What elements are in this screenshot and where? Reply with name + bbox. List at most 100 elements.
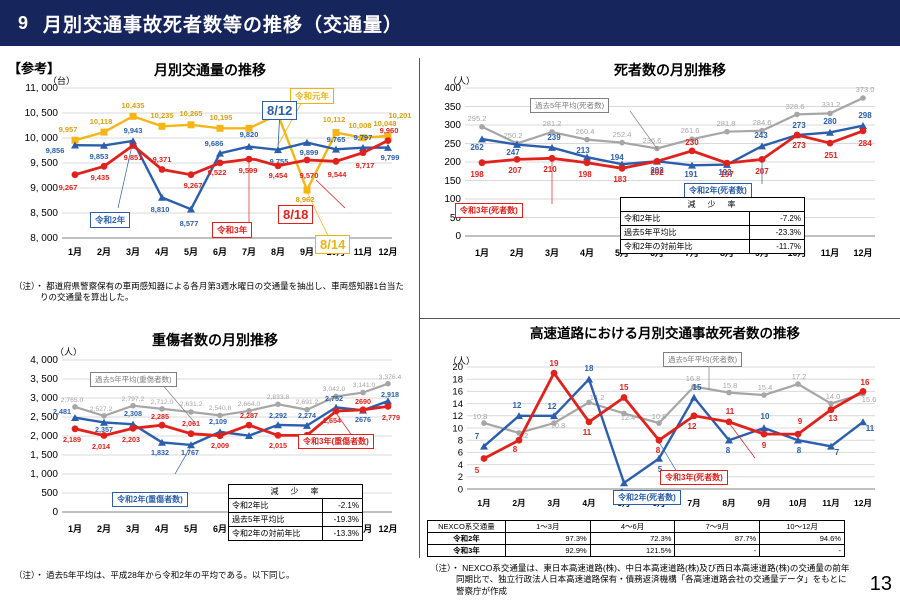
svg-text:5: 5 — [658, 465, 663, 474]
svg-text:9,943: 9,943 — [124, 126, 143, 135]
svg-text:2,308: 2,308 — [124, 409, 142, 418]
svg-text:9,853: 9,853 — [90, 152, 109, 161]
svg-text:10.8: 10.8 — [652, 412, 667, 421]
svg-text:12月: 12月 — [854, 498, 872, 508]
svg-text:3,141.0: 3,141.0 — [353, 382, 376, 389]
svg-text:10,008: 10,008 — [349, 121, 372, 130]
svg-text:9,454: 9,454 — [269, 171, 289, 180]
svg-text:20: 20 — [452, 362, 463, 373]
svg-text:213: 213 — [576, 146, 590, 155]
svg-text:11月: 11月 — [354, 524, 373, 534]
svg-text:1, 000: 1, 000 — [30, 469, 58, 480]
svg-text:9,686: 9,686 — [205, 139, 224, 148]
svg-text:280: 280 — [823, 117, 837, 126]
chart-deaths-title: 死者数の月別推移 — [614, 62, 726, 78]
svg-text:8: 8 — [513, 445, 518, 454]
svg-text:2,527.2: 2,527.2 — [90, 406, 113, 413]
svg-text:2,009: 2,009 — [211, 441, 229, 450]
svg-text:4: 4 — [458, 460, 463, 471]
nexco-cell: 87.7% — [674, 532, 761, 545]
svg-text:9,371: 9,371 — [153, 155, 172, 164]
svg-text:183: 183 — [613, 175, 627, 184]
svg-text:9: 9 — [762, 441, 767, 450]
svg-text:1,832: 1,832 — [151, 448, 169, 457]
chart-traffic-note: （注）・ 都道府県警察保有の車両感知器による各月第3週水曜日の交通量を抽出し、車… — [14, 281, 404, 303]
svg-text:8, 000: 8, 000 — [30, 233, 58, 244]
svg-text:10,435: 10,435 — [122, 101, 145, 110]
svg-text:202: 202 — [650, 166, 664, 175]
svg-text:3, 000: 3, 000 — [30, 393, 58, 404]
svg-text:7: 7 — [835, 448, 840, 457]
svg-text:15.6: 15.6 — [862, 395, 877, 404]
rate-row-value: -23.3% — [748, 225, 806, 240]
svg-text:2, 000: 2, 000 — [30, 431, 58, 442]
rate-row-label: 令和2年比 — [228, 498, 323, 513]
svg-text:10,112: 10,112 — [323, 115, 346, 124]
svg-text:12: 12 — [452, 411, 463, 422]
svg-text:197: 197 — [720, 170, 734, 179]
svg-text:273: 273 — [792, 141, 806, 150]
svg-text:7月: 7月 — [242, 247, 256, 257]
svg-text:2690: 2690 — [355, 397, 371, 406]
svg-text:9, 500: 9, 500 — [30, 158, 58, 169]
nexco-cell: 94.6% — [759, 532, 845, 545]
svg-text:8: 8 — [797, 446, 802, 455]
svg-text:2,540.8: 2,540.8 — [209, 405, 232, 412]
chart-highway-title: 高速道路における月別交通事故死者数の推移 — [530, 326, 800, 341]
svg-text:8月: 8月 — [722, 498, 735, 508]
svg-text:9,960: 9,960 — [380, 126, 399, 135]
svg-text:10,048: 10,048 — [374, 119, 397, 128]
chart-deaths-callout-reiwa2: 令和2年(死者数) — [684, 183, 752, 198]
svg-text:2,274: 2,274 — [298, 411, 316, 420]
svg-text:251: 251 — [824, 151, 838, 160]
chart-serious-svg: 4, 000 3, 500 3, 000 2, 500 2, 000 1, 500 1,… — [30, 355, 401, 534]
chart-traffic-unit: （台） — [48, 76, 76, 86]
svg-text:5月: 5月 — [184, 524, 198, 534]
svg-text:2,664.0: 2,664.0 — [238, 401, 261, 408]
svg-text:2月: 2月 — [512, 498, 525, 508]
svg-text:16: 16 — [861, 378, 870, 387]
chart-serious-plot: 4, 000 3, 500 3, 000 2, 500 2, 000 1, 500 1,… — [0, 352, 415, 557]
svg-text:2,014: 2,014 — [92, 442, 110, 451]
chart-highway-callout-avg: 過去5年平均(死者数) — [663, 352, 743, 367]
svg-text:9,820: 9,820 — [240, 130, 259, 139]
svg-text:2,287: 2,287 — [240, 411, 258, 420]
svg-text:5月: 5月 — [184, 247, 198, 257]
svg-text:9,851: 9,851 — [124, 153, 143, 162]
svg-text:0: 0 — [455, 231, 461, 242]
nexco-col-header: 10～12月 — [759, 520, 845, 533]
svg-text:9,570: 9,570 — [300, 171, 319, 180]
nexco-corner-header: NEXCO系交通量 — [427, 520, 506, 533]
svg-text:2,779: 2,779 — [382, 413, 400, 422]
svg-text:150: 150 — [444, 176, 461, 187]
chart-deaths-callout-avg: 過去5年平均(死者数) — [530, 98, 610, 113]
svg-text:2,357: 2,357 — [95, 425, 113, 434]
nexco-cell: - — [759, 544, 845, 557]
nexco-cell: - — [674, 544, 761, 557]
svg-text:2,285: 2,285 — [151, 412, 169, 421]
rate-table-header: 減 少 率 — [620, 197, 805, 212]
svg-text:15.8: 15.8 — [723, 381, 738, 390]
svg-text:1月: 1月 — [475, 248, 489, 258]
nexco-col-header: 1～3月 — [504, 520, 591, 533]
svg-text:50: 50 — [450, 213, 462, 224]
svg-text:191: 191 — [684, 170, 698, 179]
svg-text:3月: 3月 — [126, 247, 140, 257]
nexco-cell: 92.9% — [504, 544, 591, 557]
svg-text:8: 8 — [656, 446, 661, 455]
svg-text:4月: 4月 — [582, 498, 595, 508]
svg-text:9,856: 9,856 — [46, 146, 65, 155]
svg-text:9,522: 9,522 — [208, 168, 227, 177]
svg-text:8,577: 8,577 — [180, 219, 199, 228]
svg-text:2: 2 — [458, 472, 463, 483]
svg-text:262: 262 — [470, 143, 484, 152]
svg-text:4, 000: 4, 000 — [30, 355, 58, 366]
svg-text:193: 193 — [718, 168, 732, 177]
chart-serious-unit: （人） — [55, 347, 83, 357]
svg-text:300: 300 — [444, 120, 461, 131]
svg-text:2,203: 2,203 — [122, 435, 140, 444]
svg-text:15: 15 — [693, 383, 702, 392]
rate-row-value: -19.3% — [321, 512, 364, 527]
svg-text:9月: 9月 — [300, 247, 314, 257]
svg-text:13: 13 — [829, 414, 838, 423]
